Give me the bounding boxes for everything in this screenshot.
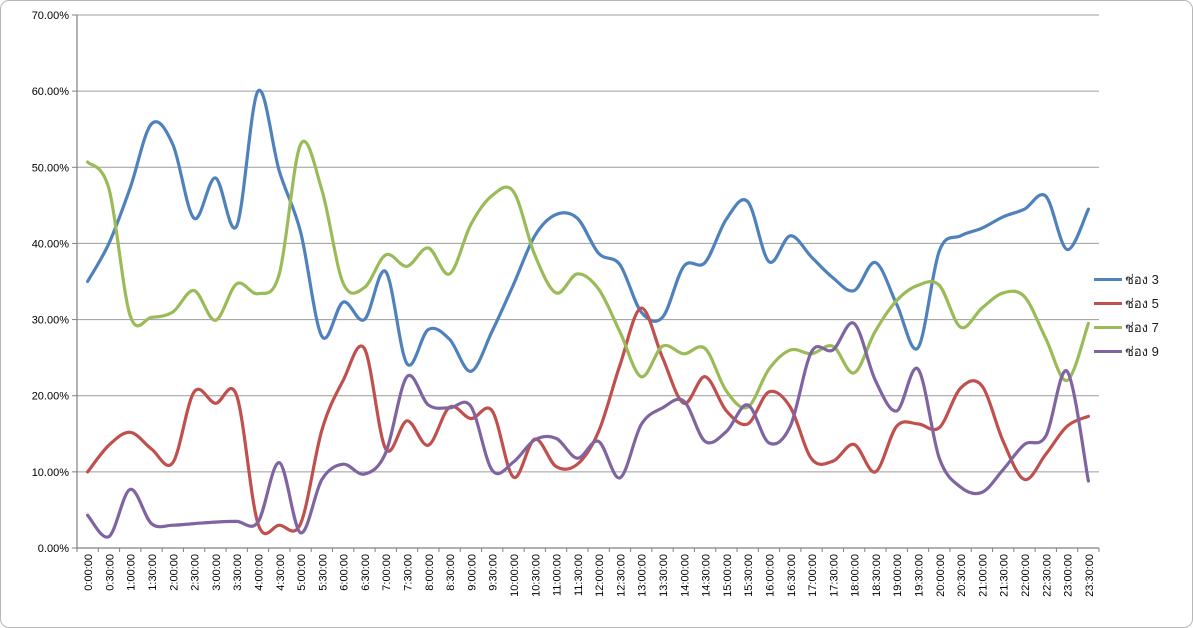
y-axis-label: 0.00% xyxy=(38,543,69,555)
x-axis-label: 10:30:00 xyxy=(530,554,542,597)
x-axis-label: 15:30:00 xyxy=(743,554,755,597)
legend-swatch-icon xyxy=(1094,325,1122,329)
x-axis-label: 7:00:00 xyxy=(381,554,393,591)
x-axis-label: 4:00:00 xyxy=(253,554,265,591)
legend-item-1[interactable]: ช่อง 3 xyxy=(1094,267,1189,291)
x-axis-label: 14:30:00 xyxy=(701,554,713,597)
x-axis-label: 1:30:00 xyxy=(147,554,159,591)
legend-item-4[interactable]: ช่อง 9 xyxy=(1094,339,1189,363)
x-axis-label: 13:00:00 xyxy=(637,554,649,597)
x-axis-label: 12:00:00 xyxy=(594,554,606,597)
series-line-1 xyxy=(86,88,1090,373)
y-axis-label: 30.00% xyxy=(32,315,70,327)
x-axis-label: 15:00:00 xyxy=(722,554,734,597)
x-axis-label: 8:00:00 xyxy=(424,554,436,591)
x-axis-label: 22:30:00 xyxy=(1041,554,1053,597)
x-axis-label: 0:00:00 xyxy=(83,554,95,591)
x-axis-label: 22:00:00 xyxy=(1020,554,1032,597)
legend-label: ช่อง 5 xyxy=(1125,295,1159,311)
x-axis-label: 10:00:00 xyxy=(509,554,521,597)
x-axis-label: 8:30:00 xyxy=(445,554,457,591)
series-line-3 xyxy=(86,139,1090,410)
y-axis-label: 10.00% xyxy=(32,467,70,479)
x-axis-label: 11:30:00 xyxy=(573,554,585,596)
x-axis-label: 16:00:00 xyxy=(764,554,776,597)
x-axis-label: 6:00:00 xyxy=(339,554,351,591)
y-axis-label: 70.00% xyxy=(32,10,70,22)
x-axis-label: 13:30:00 xyxy=(658,554,670,597)
legend-item-3[interactable]: ช่อง 7 xyxy=(1094,315,1189,339)
x-axis-label: 11:00:00 xyxy=(552,554,564,596)
x-axis-label: 14:00:00 xyxy=(679,554,691,597)
x-axis-label: 17:00:00 xyxy=(807,554,819,597)
x-axis-label: 20:30:00 xyxy=(956,554,968,597)
legend-swatch-icon xyxy=(1094,301,1122,305)
x-axis-label: 18:30:00 xyxy=(871,554,883,597)
series-line-2 xyxy=(86,306,1090,536)
legend-label: ช่อง 9 xyxy=(1125,343,1159,359)
series-line-4 xyxy=(86,321,1090,539)
x-axis-label: 7:30:00 xyxy=(403,554,415,591)
x-axis-label: 6:30:00 xyxy=(360,554,372,591)
x-axis-label: 4:30:00 xyxy=(275,554,287,591)
legend-label: ช่อง 3 xyxy=(1125,271,1159,287)
y-axis-label: 40.00% xyxy=(32,238,70,250)
legend-swatch-icon xyxy=(1094,349,1122,353)
x-axis-label: 18:00:00 xyxy=(850,554,862,597)
legend-item-2[interactable]: ช่อง 5 xyxy=(1094,291,1189,315)
x-axis-label: 2:30:00 xyxy=(190,554,202,591)
x-axis-label: 5:00:00 xyxy=(296,554,308,591)
x-axis-label: 3:00:00 xyxy=(211,554,223,591)
x-axis-label: 23:30:00 xyxy=(1084,554,1096,597)
x-axis-label: 9:30:00 xyxy=(488,554,500,591)
y-axis-label: 20.00% xyxy=(32,391,70,403)
y-axis-label: 60.00% xyxy=(32,86,70,98)
legend-label: ช่อง 7 xyxy=(1125,319,1159,335)
y-axis-label: 50.00% xyxy=(32,162,70,174)
x-axis-label: 9:00:00 xyxy=(466,554,478,591)
x-axis-label: 19:30:00 xyxy=(914,554,926,597)
x-axis-label: 16:30:00 xyxy=(786,554,798,597)
x-axis-label: 23:00:00 xyxy=(1063,554,1075,597)
x-axis-label: 3:30:00 xyxy=(232,554,244,591)
x-axis-label: 20:00:00 xyxy=(935,554,947,597)
x-axis-label: 12:30:00 xyxy=(615,554,627,597)
x-axis-label: 17:30:00 xyxy=(828,554,840,597)
x-axis-label: 5:30:00 xyxy=(317,554,329,591)
legend: ช่อง 3 ช่อง 5 ช่อง 7 ช่อง 9 xyxy=(1094,267,1189,363)
x-axis-label: 21:00:00 xyxy=(977,554,989,597)
x-axis-label: 2:00:00 xyxy=(168,554,180,591)
x-axis-label: 1:00:00 xyxy=(126,554,138,591)
legend-swatch-icon xyxy=(1094,277,1122,281)
x-axis-label: 0:30:00 xyxy=(104,554,116,591)
x-axis-label: 19:00:00 xyxy=(892,554,904,597)
x-axis-label: 21:30:00 xyxy=(999,554,1011,597)
